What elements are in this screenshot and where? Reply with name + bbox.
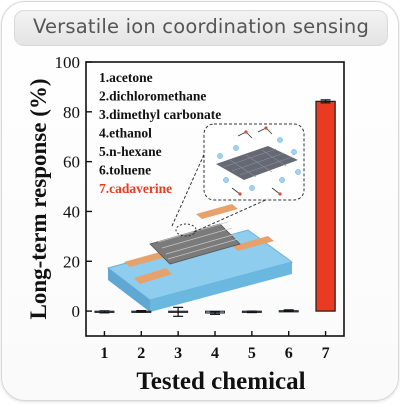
zoom-target bbox=[175, 223, 197, 237]
legend: 1.acetone 2.dichloromethane 3.dimethyl car… bbox=[99, 70, 221, 196]
y-tick-label: 80 bbox=[63, 103, 80, 122]
x-tick-label: 5 bbox=[248, 345, 256, 362]
banner-title: Versatile ion coordination sensing bbox=[32, 15, 370, 38]
x-tick-label: 1 bbox=[100, 345, 108, 362]
x-tick-label: 3 bbox=[174, 345, 182, 362]
legend-item-6: 6.toluene bbox=[99, 163, 151, 178]
y-tick-label: 100 bbox=[55, 53, 81, 72]
bar-7 bbox=[315, 100, 336, 312]
x-tick-label: 4 bbox=[211, 345, 219, 362]
y-tick-label: 60 bbox=[63, 153, 80, 172]
y-tick-label: 0 bbox=[72, 302, 81, 321]
zoom-line-left bbox=[171, 149, 207, 227]
legend-item-3: 3.dimethyl carbonate bbox=[99, 107, 221, 122]
title-banner: Versatile ion coordination sensing bbox=[14, 10, 388, 46]
electrode-pad-left-bottom bbox=[134, 268, 172, 284]
substrate-side-left bbox=[108, 268, 150, 312]
molecular-sheet bbox=[216, 126, 301, 196]
x-axis-title: Tested chemical bbox=[136, 368, 305, 395]
legend-item-2: 2.dichloromethane bbox=[99, 89, 206, 104]
legend-item-5: 5.n-hexane bbox=[99, 144, 162, 159]
electrode-pad-left-top bbox=[124, 252, 166, 267]
x-tick-label: 7 bbox=[322, 345, 330, 362]
zoom-line-right bbox=[193, 197, 271, 233]
y-tick-label: 40 bbox=[63, 202, 80, 221]
substrate-side-front bbox=[150, 262, 292, 312]
legend-item-1: 1.acetone bbox=[99, 70, 153, 85]
axes: 0 20 40 60 80 100 1 2 3 4 5 6 7 Tested chemical Long-t… bbox=[26, 53, 345, 395]
film-grid-lines bbox=[157, 221, 239, 260]
x-tick-label: 2 bbox=[137, 345, 145, 362]
legend-item-4: 4.ethanol bbox=[99, 126, 152, 141]
legend-item-7: 7.cadaverine bbox=[99, 181, 172, 196]
electrode-pad-right-top bbox=[196, 204, 238, 219]
electrode-pad-right-bottom bbox=[232, 236, 274, 251]
bars-group bbox=[94, 99, 336, 317]
y-tick-label: 20 bbox=[63, 252, 80, 271]
y-axis-title: Long-term response (%) bbox=[26, 78, 51, 319]
x-tick-label: 6 bbox=[285, 345, 293, 362]
sensor-device-illustration bbox=[106, 123, 305, 312]
